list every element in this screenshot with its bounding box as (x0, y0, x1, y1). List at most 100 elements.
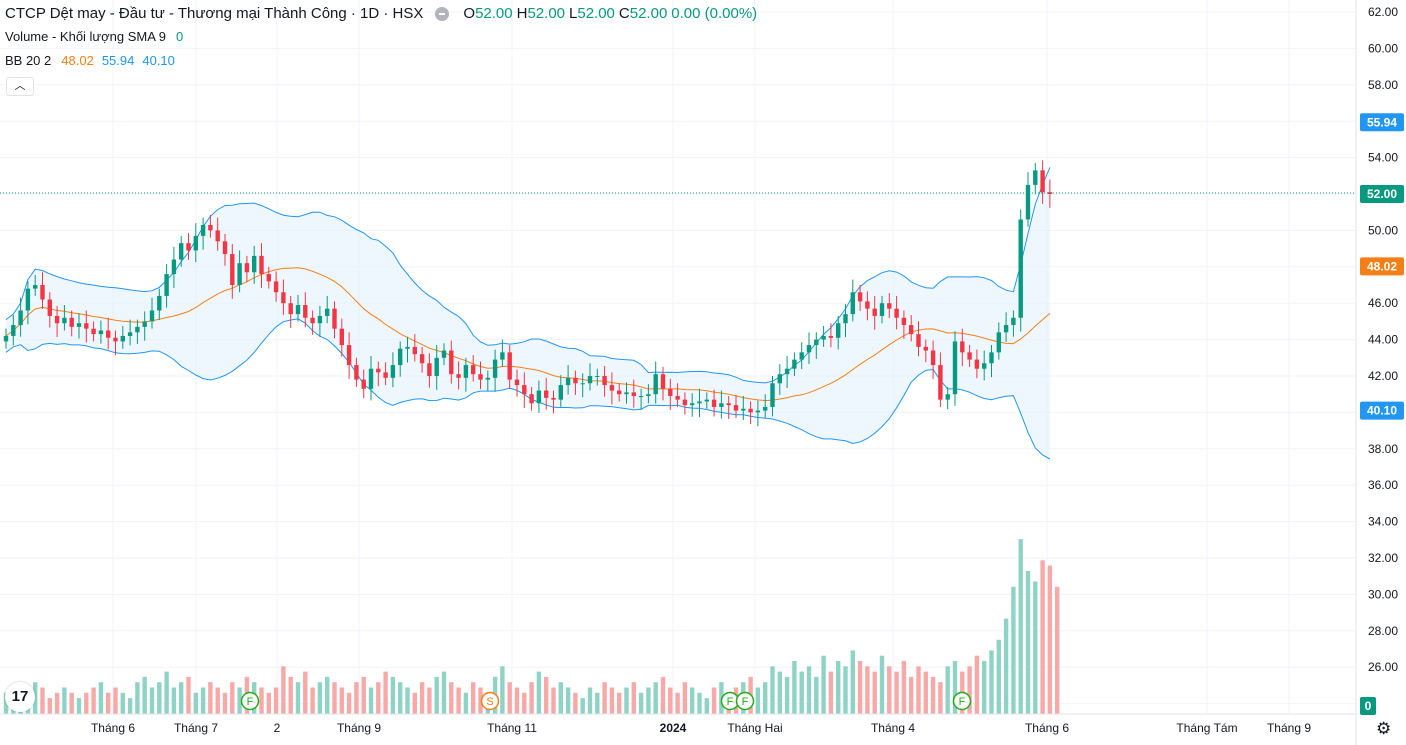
candle-body (33, 285, 38, 289)
candle-body (91, 328, 96, 335)
volume-bar (193, 692, 198, 714)
candle-body (361, 379, 366, 389)
candle-body (836, 323, 841, 338)
candle-body (741, 408, 746, 411)
volume-bar (857, 661, 863, 714)
candle-body (69, 317, 74, 327)
candle-body (98, 330, 104, 335)
volume-indicator-label[interactable]: Volume - Khối lượng SMA 9 (5, 29, 167, 44)
candle-body (799, 352, 804, 360)
candle-body (281, 292, 286, 304)
candle-body (25, 288, 31, 311)
time-tick-label: Tháng 4 (871, 721, 915, 735)
candle-body (47, 299, 52, 316)
candle-body (288, 303, 293, 315)
bb-lower-line (5, 318, 1051, 460)
candle-body (617, 390, 622, 395)
volume-bar (478, 687, 483, 714)
bb-upper-line (5, 167, 1051, 384)
candle-body (339, 328, 344, 346)
volume-bar (836, 661, 841, 714)
candle-body (471, 365, 476, 375)
candle-body (982, 363, 987, 369)
legend-volume-row[interactable]: Volume - Khối lượng SMA 9 0 (5, 29, 183, 44)
candlesticks (3, 160, 1053, 427)
time-tick-label: Tháng Hai (727, 721, 782, 735)
tradingview-logo[interactable]: 17 (5, 682, 35, 712)
candle-body (200, 224, 206, 236)
candle-body (967, 352, 972, 360)
candle-body (18, 310, 23, 326)
candle-body (346, 345, 352, 366)
price-tag-box (1360, 257, 1404, 276)
volume-bar (638, 692, 644, 714)
candle-body (879, 303, 885, 316)
candle-body (660, 374, 666, 389)
candle-body (434, 357, 439, 376)
candle-body (317, 315, 323, 324)
volume-bar (62, 687, 67, 714)
volume-bar (763, 682, 768, 714)
candle-body (463, 365, 469, 378)
volume-bar (573, 692, 578, 714)
price-tick-label: 50.00 (1368, 223, 1398, 237)
open-label: O (463, 5, 476, 22)
candle-body (266, 274, 271, 282)
candle-body (1047, 192, 1053, 194)
volume-bar (982, 661, 987, 714)
volume-bar (215, 687, 220, 714)
candle-body (412, 346, 417, 355)
volume-bar (711, 687, 717, 714)
volume-bar (390, 676, 396, 714)
symbol-title[interactable]: CTCP Dệt may - Đầu tư - Thương mại Thành… (5, 5, 424, 22)
volume-bar (273, 687, 279, 714)
volume-bar (303, 671, 308, 714)
volume-bar (850, 650, 855, 714)
event-marker (480, 691, 500, 711)
price-tag-label: 52.00 (1367, 187, 1397, 201)
volume-bar (266, 692, 271, 714)
collapse-legend-button[interactable]: ︿ (6, 77, 34, 96)
bb-indicator-label[interactable]: BB 20 2 (5, 53, 52, 68)
volume-bar (565, 687, 571, 714)
candle-body (777, 374, 782, 384)
volume-bar (434, 676, 439, 714)
volume-bar (792, 661, 797, 714)
volume-bar (770, 666, 775, 714)
volume-bar (346, 692, 352, 714)
candle-body (11, 325, 16, 336)
minus-icon[interactable] (435, 6, 450, 21)
volume-bar (916, 666, 921, 714)
candle-body (383, 372, 388, 378)
candle-body (252, 255, 257, 273)
volume-bar (164, 671, 169, 714)
candle-body (303, 305, 308, 318)
volume-bar (945, 666, 950, 714)
candle-body (872, 308, 877, 316)
candle-body (514, 379, 520, 386)
candle-body (113, 337, 118, 342)
candle-body (719, 403, 724, 407)
event-marker (735, 691, 755, 711)
volume-bar (930, 676, 936, 714)
legend-bb-row[interactable]: BB 20 2 48.02 55.94 40.10 (5, 53, 175, 68)
volume-bar (1055, 586, 1060, 714)
price-tick-label: 28.00 (1368, 624, 1398, 638)
volume-bar (186, 676, 191, 714)
volume-bar (449, 682, 454, 714)
volume-bar (222, 692, 228, 714)
candle-body (573, 377, 578, 384)
time-axis: Tháng 6 Tháng 7 2 Tháng 9 Tháng 11 2024 Tháng … (0, 713, 1356, 735)
candle-body (711, 399, 717, 407)
volume-bar (843, 666, 848, 714)
volume-bar (675, 692, 680, 714)
candle-body (974, 359, 980, 369)
candle-body (763, 406, 768, 411)
candle-body (106, 330, 111, 338)
gear-icon[interactable]: ⚙ (1376, 719, 1392, 738)
candle-body (135, 326, 140, 333)
candle-body (551, 397, 556, 400)
time-tick-label: 2024 (660, 721, 687, 735)
candle-body (850, 292, 855, 315)
